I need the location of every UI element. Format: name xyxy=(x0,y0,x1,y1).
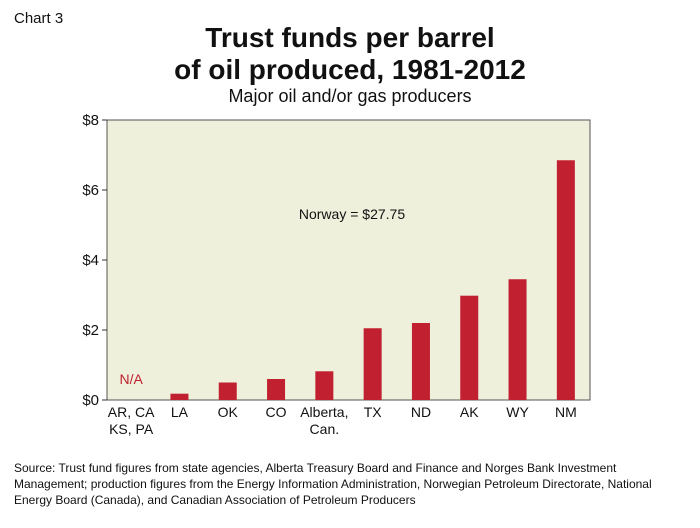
x-tick-label: Can. xyxy=(310,421,340,437)
x-tick-label: AK xyxy=(460,404,479,420)
source-note: Source: Trust fund figures from state ag… xyxy=(14,461,652,507)
bar xyxy=(508,279,527,400)
bar xyxy=(218,382,237,400)
y-tick-label: $8 xyxy=(82,112,99,129)
bar xyxy=(363,328,382,400)
na-label: N/A xyxy=(119,371,143,387)
bars xyxy=(170,160,575,400)
chart-title: Trust funds per barrel of oil produced, … xyxy=(0,22,700,86)
x-tick-label: Alberta, xyxy=(300,404,348,420)
y-axis: $0 $2 $4 $6 $8 xyxy=(82,112,107,409)
bar xyxy=(315,371,334,400)
bar xyxy=(556,160,575,400)
y-tick-label: $0 xyxy=(82,392,99,409)
chart-number-label: Chart 3 xyxy=(14,10,64,27)
chart-title-line-2: of oil produced, 1981-2012 xyxy=(174,54,526,85)
x-tick-label: KS, PA xyxy=(109,421,154,437)
norway-annotation: Norway = $27.75 xyxy=(299,206,405,222)
x-tick-label: NM xyxy=(555,404,577,420)
bar xyxy=(411,323,430,400)
bar xyxy=(267,379,286,400)
x-tick-label: LA xyxy=(171,404,189,420)
x-tick-label: CO xyxy=(266,404,287,420)
x-tick-label: WY xyxy=(506,404,529,420)
chart-subtitle: Major oil and/or gas producers xyxy=(228,86,472,106)
x-tick-label: AR, CA xyxy=(108,404,155,420)
y-tick-label: $2 xyxy=(82,322,99,339)
y-tick-label: $6 xyxy=(82,182,99,199)
x-tick-label: TX xyxy=(364,404,383,420)
y-tick-label: $4 xyxy=(82,252,99,269)
bar xyxy=(460,295,479,400)
bar xyxy=(170,393,189,400)
x-tick-label: ND xyxy=(411,404,431,420)
x-tick-label: OK xyxy=(218,404,239,420)
chart-title-line-1: Trust funds per barrel xyxy=(205,22,495,53)
